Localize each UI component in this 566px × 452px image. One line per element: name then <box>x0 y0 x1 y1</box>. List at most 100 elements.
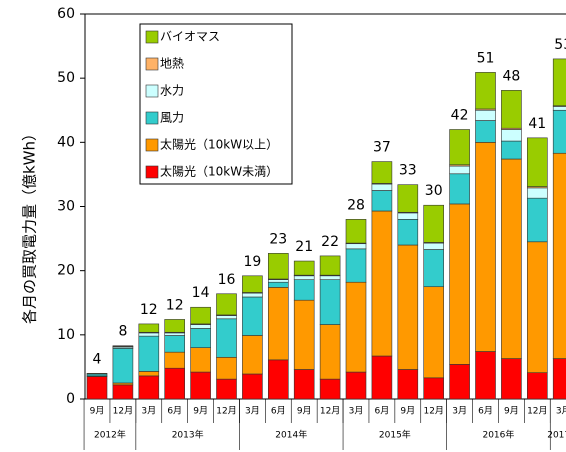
total-label: 51 <box>477 50 495 66</box>
total-label: 30 <box>425 183 443 199</box>
bar-segment <box>526 187 548 199</box>
bar-segment <box>319 324 341 380</box>
month-label: 6月 <box>478 406 493 417</box>
bar-segment <box>345 371 367 400</box>
bar-segment <box>345 243 367 250</box>
legend-swatch <box>145 57 159 71</box>
total-label: 16 <box>218 272 236 288</box>
bar-segment <box>475 72 496 110</box>
bar-segment <box>293 369 315 400</box>
bar-segment <box>526 137 548 187</box>
bar-segment <box>164 319 185 333</box>
legend-label: 地熱 <box>160 57 184 71</box>
month-label: 3月 <box>556 406 566 417</box>
bar-segment <box>345 281 367 373</box>
bar-segment <box>371 355 393 400</box>
bar-segment <box>267 281 289 288</box>
bar-segment <box>552 109 566 154</box>
month-label: 6月 <box>271 406 286 417</box>
legend-box <box>139 23 293 185</box>
bar-segment <box>138 375 160 400</box>
total-label: 42 <box>451 108 469 124</box>
bar-segment <box>526 197 548 243</box>
total-label: 12 <box>166 297 184 313</box>
total-label: 28 <box>347 197 365 213</box>
bar-segment <box>293 279 315 301</box>
total-label: 14 <box>192 285 210 301</box>
bar-segment <box>86 373 108 375</box>
bar-segment <box>423 242 445 250</box>
bar-segment <box>242 296 263 336</box>
bar-segment <box>319 378 341 400</box>
y-tick-label: 40 <box>57 134 75 150</box>
bar-segment <box>138 332 160 337</box>
bar-segment <box>216 293 237 316</box>
total-label: 22 <box>321 234 339 250</box>
legend-label: 水力 <box>160 84 184 98</box>
legend-swatch <box>145 30 159 44</box>
month-label: 12月 <box>320 406 340 417</box>
bar-segment <box>475 351 496 400</box>
bar-segment <box>423 249 445 288</box>
legend-swatch <box>145 84 159 98</box>
year-label: 2012年 <box>94 429 126 441</box>
year-label: 2015年 <box>379 429 411 441</box>
bar-segment <box>190 324 211 329</box>
y-tick-label: 30 <box>57 199 75 215</box>
month-label: 9月 <box>504 406 519 417</box>
month-label: 3月 <box>349 406 364 417</box>
y-tick-label: 0 <box>66 391 75 407</box>
bar-segment <box>216 378 237 400</box>
bar-segment <box>293 299 315 370</box>
bar-segment <box>242 275 263 293</box>
bar-segment <box>501 90 522 129</box>
bar-segment <box>552 58 566 107</box>
bar-segment <box>86 376 108 400</box>
legend-label: 風力 <box>160 111 184 125</box>
bar-segment <box>112 345 134 347</box>
bar-segment <box>112 384 134 400</box>
y-tick-label: 50 <box>57 70 75 86</box>
bar-segment <box>501 158 522 359</box>
bar-segment <box>526 372 548 400</box>
total-label: 23 <box>269 231 287 247</box>
bar-segment <box>242 335 263 375</box>
bar-segment <box>423 204 445 243</box>
bar-segment <box>397 212 419 220</box>
bar-segment <box>397 184 419 213</box>
total-label: 53 <box>554 37 566 53</box>
bar-segment <box>319 279 341 325</box>
y-axis-label: 各月の買取電力量（億kWh） <box>21 126 39 324</box>
bar-segment <box>397 219 419 246</box>
month-label: 3月 <box>452 406 467 417</box>
bar-segment <box>397 369 419 400</box>
month-label: 9月 <box>297 406 312 417</box>
legend-label: バイオマス <box>160 30 220 44</box>
bar-segment <box>371 210 393 357</box>
bar-segment <box>501 129 522 142</box>
bar-segment <box>449 203 470 365</box>
bar-segment <box>475 142 496 352</box>
bar-segment <box>242 373 263 400</box>
bar-segment <box>319 275 341 280</box>
bar-segment <box>267 359 289 400</box>
bar-segment <box>371 161 393 184</box>
total-label: 8 <box>118 324 127 340</box>
bar-segment <box>371 190 393 212</box>
month-label: 6月 <box>167 406 182 417</box>
month-label: 3月 <box>245 406 260 417</box>
month-label: 6月 <box>375 406 390 417</box>
bar-segment <box>216 356 237 380</box>
month-label: 12月 <box>113 406 133 417</box>
bar-segment <box>397 244 419 370</box>
total-label: 19 <box>243 254 261 270</box>
legend-swatch <box>145 111 159 125</box>
legend-swatch <box>145 138 159 152</box>
bar-segment <box>449 129 470 166</box>
bar-segment <box>552 358 566 400</box>
legend-label: 太陽光（10kW未満） <box>160 164 278 179</box>
bar-segment <box>138 335 160 372</box>
bar-segment <box>242 292 263 298</box>
bar-segment <box>190 328 211 348</box>
